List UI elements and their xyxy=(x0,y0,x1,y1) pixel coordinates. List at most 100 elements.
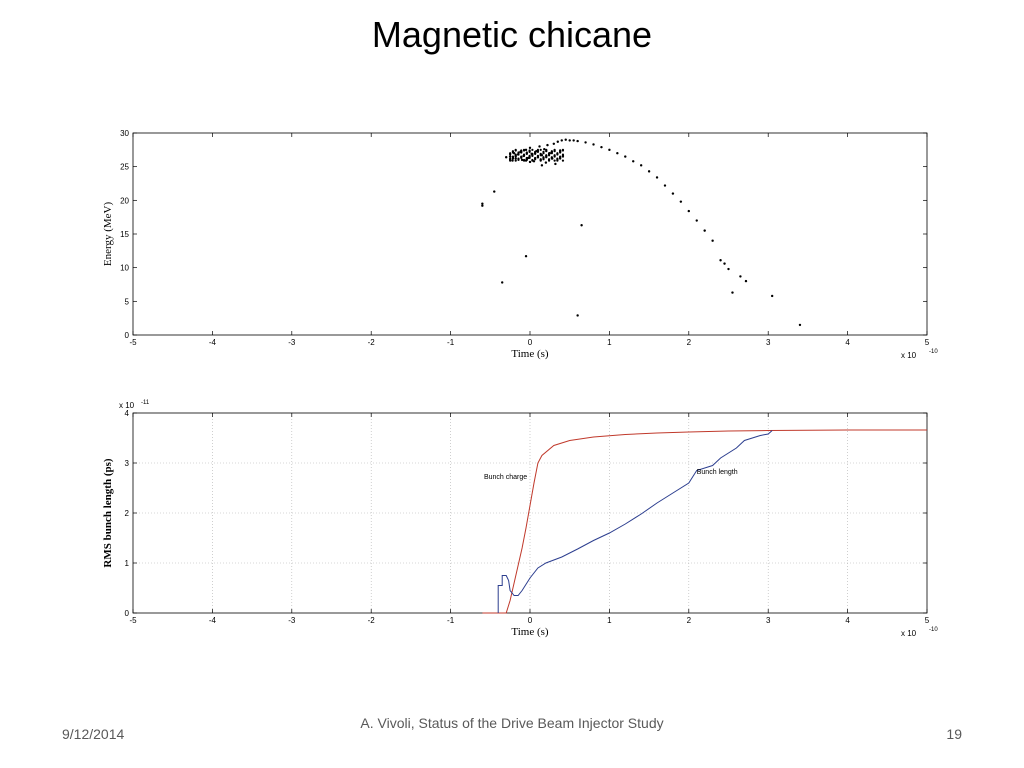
bunch-xtick-label: 1 xyxy=(607,616,612,625)
energy-data-point xyxy=(561,159,565,162)
energy-data-point xyxy=(534,156,537,160)
bunch-xtick-label: 5 xyxy=(925,616,930,625)
energy-data-point xyxy=(509,152,512,155)
energy-data-point xyxy=(711,239,714,242)
bunch-ytick-label: 2 xyxy=(125,509,130,518)
energy-xtick-label: -1 xyxy=(447,338,455,347)
energy-data-point xyxy=(572,139,575,142)
energy-data-point xyxy=(540,164,544,167)
energy-xtick-label: 0 xyxy=(528,338,533,347)
energy-data-point xyxy=(522,158,526,162)
energy-data-point xyxy=(550,156,553,159)
energy-ytick-label: 5 xyxy=(125,297,130,306)
energy-data-point xyxy=(501,281,504,284)
energy-data-point xyxy=(727,267,730,271)
energy-xtick-label: 1 xyxy=(607,338,612,347)
energy-xlabel: Time (s) xyxy=(511,348,549,360)
energy-data-point xyxy=(536,148,540,151)
energy-data-point xyxy=(639,164,643,167)
energy-ytick-label: 20 xyxy=(120,196,129,205)
energy-data-point xyxy=(547,152,551,155)
energy-data-point xyxy=(528,160,532,164)
energy-ytick-label: 10 xyxy=(120,264,129,273)
energy-plot xyxy=(132,132,928,336)
bunch-x-exponent-power: -10 xyxy=(929,627,938,633)
energy-data-point xyxy=(520,155,523,158)
energy-data-point xyxy=(539,158,542,161)
bunch-xtick-label: -5 xyxy=(129,616,137,625)
energy-data-point xyxy=(542,156,545,159)
energy-data-point xyxy=(508,155,512,158)
energy-data-point xyxy=(580,224,583,227)
bunch-xtick-label: 0 xyxy=(528,616,533,625)
energy-data-point xyxy=(539,152,542,155)
energy-xtick-label: -4 xyxy=(209,338,217,347)
energy-data-point xyxy=(556,152,559,155)
energy-data-point xyxy=(511,155,515,158)
energy-data-point xyxy=(671,192,675,195)
energy-data-point xyxy=(543,147,546,151)
bunch-xtick-label: -3 xyxy=(288,616,296,625)
energy-data-point xyxy=(525,156,528,160)
energy-data-point xyxy=(546,143,549,147)
energy-data-point xyxy=(522,148,526,151)
energy-data-point xyxy=(663,184,667,187)
bunch-length-line xyxy=(497,430,773,613)
bunch-ytick-label: 1 xyxy=(125,559,130,568)
energy-data-point xyxy=(514,148,517,151)
energy-data-point xyxy=(744,279,748,283)
energy-data-point xyxy=(531,158,534,162)
energy-data-point xyxy=(524,255,528,258)
energy-data-point xyxy=(561,148,565,151)
energy-data-point xyxy=(731,291,734,294)
energy-data-point xyxy=(703,229,706,232)
energy-data-point xyxy=(511,150,515,153)
energy-data-point xyxy=(544,161,548,164)
energy-data-point xyxy=(687,209,690,213)
bunch-xtick-label: -2 xyxy=(368,616,376,625)
energy-data-point xyxy=(559,155,562,158)
energy-ytick-label: 25 xyxy=(120,163,129,172)
bunch-xtick-label: -1 xyxy=(447,616,455,625)
energy-data-point xyxy=(559,150,562,153)
energy-data-point xyxy=(679,200,683,203)
bunch-plot xyxy=(132,412,928,614)
bunch-x-exponent: x 10 xyxy=(901,629,917,638)
bunch-xtick-label: -4 xyxy=(209,616,217,625)
bunch-length-annotation: Bunch length xyxy=(697,469,738,476)
energy-data-point xyxy=(525,151,528,154)
energy-data-point xyxy=(560,139,563,142)
energy-data-point xyxy=(534,150,537,153)
page-number: 19 xyxy=(946,726,962,742)
energy-data-point xyxy=(554,162,557,166)
energy-data-point xyxy=(550,150,553,153)
energy-data-point xyxy=(539,148,542,151)
energy-data-point xyxy=(553,148,556,151)
bunch-ylabel: RMS bunch length (ps) xyxy=(102,458,114,567)
bunch-xtick-label: 4 xyxy=(845,616,850,625)
energy-data-point xyxy=(509,157,512,160)
energy-data-point xyxy=(528,154,531,157)
energy-data-point xyxy=(514,153,517,156)
energy-data-point xyxy=(576,139,579,143)
energy-data-point xyxy=(576,314,579,317)
energy-xtick-label: -3 xyxy=(288,338,296,347)
bunch-ytick-label: 0 xyxy=(125,609,130,618)
energy-data-point xyxy=(552,142,556,145)
energy-data-point xyxy=(556,157,559,160)
energy-xtick-label: 5 xyxy=(925,338,930,347)
energy-data-point xyxy=(770,294,774,298)
energy-x-exponent: x 10 xyxy=(901,351,917,360)
energy-data-point xyxy=(528,146,532,150)
footer-date: 9/12/2014 xyxy=(62,726,125,742)
energy-data-point xyxy=(798,323,802,327)
energy-data-point xyxy=(504,156,508,159)
bunch-ytick-label: 4 xyxy=(125,409,130,418)
energy-data-point xyxy=(568,139,571,142)
energy-ytick-label: 30 xyxy=(120,129,129,138)
energy-data-point xyxy=(545,148,548,151)
energy-xtick-label: -5 xyxy=(129,338,137,347)
energy-data-point xyxy=(520,149,523,152)
energy-data-point xyxy=(695,219,698,222)
